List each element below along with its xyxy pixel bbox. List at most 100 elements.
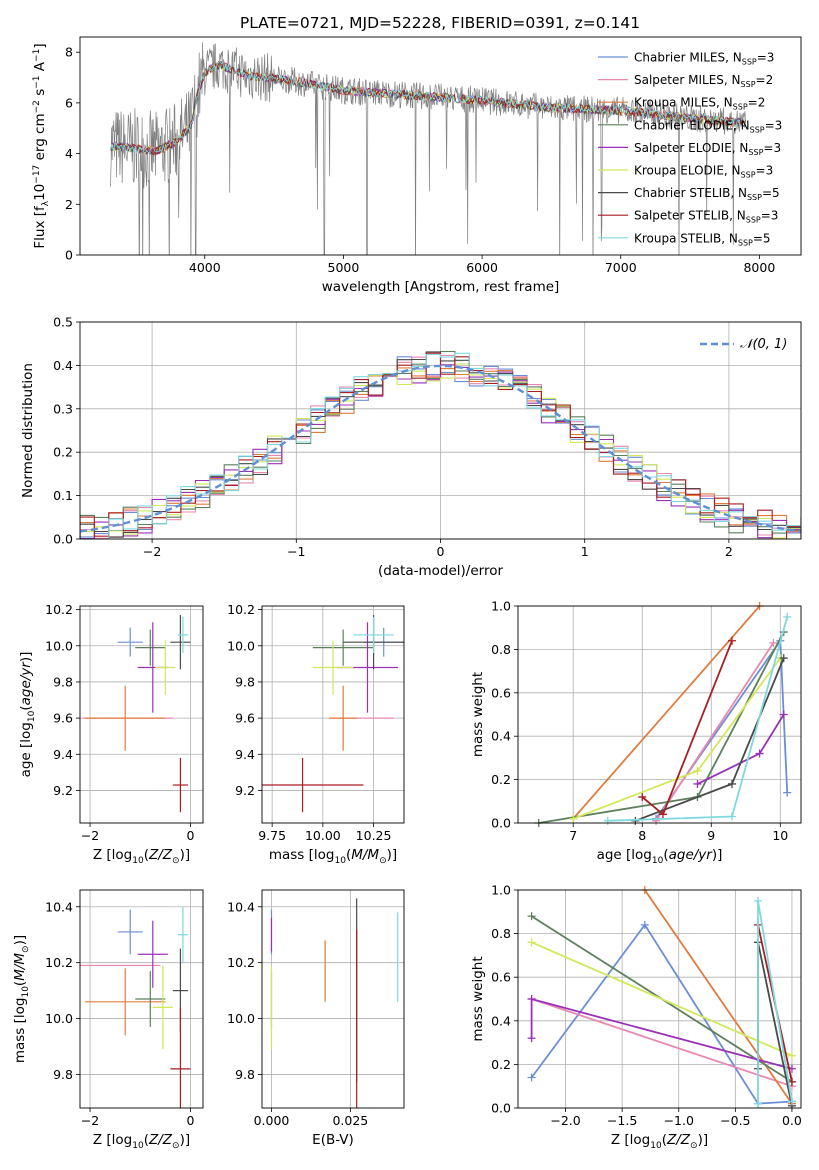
- axes-frame: [261, 889, 405, 1109]
- y-tick-label: 10.0: [45, 1011, 73, 1026]
- axis-label-part: Z [log: [93, 1132, 132, 1148]
- y-tick-label: 1.0: [491, 883, 511, 898]
- axis-label-part: Flux [f: [32, 205, 48, 249]
- axis-label-part: Z/Z: [148, 847, 173, 863]
- axis-label-part: −2: [32, 100, 42, 113]
- y-tick-label: 9.2: [53, 783, 73, 798]
- y-tick-label: 4: [65, 146, 73, 161]
- marker-kroupa-elodie: [569, 814, 578, 823]
- marker-kroupa-stelib: [727, 812, 736, 821]
- line-kroupa-miles: [644, 889, 793, 1105]
- y-tick-label: 9.8: [235, 1067, 255, 1082]
- marker-salpeter-stelib: [638, 792, 647, 801]
- x-axis-label: age [log10(age/yr)]: [597, 847, 723, 866]
- axes-frame: [79, 889, 204, 1109]
- axis-label-part: erg cm: [32, 113, 48, 164]
- y-tick-label: 6: [65, 95, 73, 110]
- legend-text-part: =3: [756, 164, 774, 178]
- panel-residual-hist: −2 −1 0 1 2 0.0 0.1 0.2 0.3 0.4 0.5 𝒩(0, 1) (data-mo…: [20, 315, 802, 579]
- legend-text-part: SSP: [738, 238, 753, 247]
- x-axis-label: Z [log10(Z/Z⊙)]: [93, 1132, 190, 1151]
- y-tick-label: 0.4: [491, 1013, 511, 1028]
- legend-text-part: =2: [756, 73, 774, 87]
- axes-frame: [79, 605, 204, 824]
- axis-label-part: 10: [32, 184, 48, 201]
- legend-entry: Salpeter MILES, NSSP=2: [634, 73, 773, 89]
- axis-label-part: 10: [27, 710, 37, 722]
- x-tick-label: −0.5: [720, 1113, 750, 1128]
- y-tick-label: 0.4: [491, 729, 511, 744]
- axis-label-part: Z [log: [611, 1132, 650, 1148]
- legend-text-part: SSP: [742, 58, 757, 67]
- axis-label-part: 10: [652, 856, 664, 866]
- axis-label-part: age/yr: [18, 661, 34, 706]
- x-tick-label: −1.5: [607, 1113, 637, 1128]
- y-tick-label: 0.1: [53, 488, 73, 503]
- x-tick-label: −1.0: [664, 1113, 694, 1128]
- line-chabrier-elodie: [538, 631, 785, 824]
- x-tick-label: 4000: [189, 260, 221, 275]
- axis-label-part: λ: [41, 200, 51, 206]
- axis-label-part: 10: [334, 856, 346, 866]
- x-axis-label: mass [log10(M/M⊙)]: [269, 847, 397, 866]
- legend-text-part: =2: [748, 96, 766, 110]
- x-axis-label: wavelength [Angstrom, rest frame]: [322, 279, 560, 295]
- axis-label-part: )]: [18, 652, 34, 663]
- legend-entry: Chabrier ELODIE, NSSP=3: [634, 118, 782, 134]
- legend-entry: Chabrier STELIB, NSSP=5: [634, 186, 780, 202]
- panel-age-vs-mass: 9.75 10.00 10.25 9.2 9.4 9.6 9.8 10.0 10.2 mass […: [227, 602, 405, 866]
- marker-salpeter-elodie: [779, 710, 788, 719]
- marker-kroupa-stelib: [603, 816, 612, 825]
- axis-label-part: ⊙: [172, 1141, 180, 1151]
- y-tick-label: 10.0: [227, 1011, 255, 1026]
- axis-label-part: mass [log: [12, 998, 28, 1064]
- y-tick-label: 10.0: [227, 638, 255, 653]
- panel-age-vs-z: −2 09.29.49.69.810.010.2Z [log10(Z/Z⊙)]ag…: [18, 602, 204, 866]
- legend-entry: Kroupa MILES, NSSP=2: [634, 96, 765, 112]
- figure-title: PLATE=0721, MJD=52228, FIBERID=0391, z=0…: [240, 14, 640, 32]
- axis-label-part: )]: [12, 935, 28, 946]
- legend-text-part: Salpeter MILES, N: [634, 73, 741, 87]
- axis-label-part: (: [346, 847, 351, 863]
- marker-salpeter-stelib: [658, 810, 667, 819]
- axis-label-part: ⊙: [21, 945, 31, 953]
- x-tick-label: −2: [81, 828, 99, 843]
- axis-label-part: (data-model)/error: [378, 563, 504, 579]
- x-tick-label: 0.000: [254, 1113, 290, 1128]
- panel-spectrum: 4000 5000 6000 7000 8000 0 2 4 6 8 Chabrier MILES,…: [32, 36, 802, 295]
- axis-label-part: 10: [132, 856, 144, 866]
- panel-mass-vs-ebv: 0.000 0.025 9.8 10.0 10.2 10.4 E(B-V): [227, 889, 405, 1148]
- y-tick-label: 0.8: [491, 926, 511, 941]
- marker-salpeter-miles: [652, 816, 661, 825]
- y-tick-label: 0.6: [491, 970, 511, 985]
- marker-kroupa-stelib: [753, 1099, 762, 1108]
- y-tick-label: 10.0: [45, 638, 73, 653]
- x-tick-label: 1: [581, 544, 589, 559]
- line-kroupa-stelib: [757, 900, 793, 1104]
- y-tick-label: 10.2: [45, 955, 73, 970]
- y-axis-label: age [log10(age/yr)]: [18, 652, 37, 778]
- axis-label-part: )]: [712, 847, 723, 863]
- axis-label-part: (: [144, 1132, 149, 1148]
- marker-chabrier-miles: [640, 920, 649, 929]
- legend-text-part: SSP: [741, 171, 756, 180]
- axis-label-part: mass weight: [470, 956, 486, 1041]
- line-kroupa-elodie: [531, 941, 793, 1057]
- hist-salpeter-stelib: [80, 352, 801, 539]
- axis-label-part: s: [32, 89, 48, 100]
- x-tick-label: −2: [143, 544, 161, 559]
- axis-label-part: (: [662, 1132, 667, 1148]
- legend-text-part: SSP: [750, 125, 765, 134]
- legend-text-part: =5: [762, 186, 780, 200]
- panel-massweight-vs-z: −2.0 −1.5 −1.0 −0.5 0.0 0.0 0.2 0.4 0.6 0.8 1.0 mas…: [470, 883, 802, 1152]
- x-tick-label: −2.0: [550, 1113, 580, 1128]
- legend-text-part: Salpeter STELIB, N: [634, 209, 746, 223]
- legend-text-part: =3: [761, 209, 779, 223]
- legend-text-part: =3: [763, 141, 781, 155]
- y-tick-label: 0.2: [491, 772, 511, 787]
- axis-label-part: mass weight: [470, 672, 486, 757]
- y-tick-label: 10.2: [227, 602, 255, 617]
- axis-label-part: M/M: [12, 953, 28, 981]
- y-tick-label: 0: [65, 248, 73, 263]
- axes-frame: [79, 321, 802, 540]
